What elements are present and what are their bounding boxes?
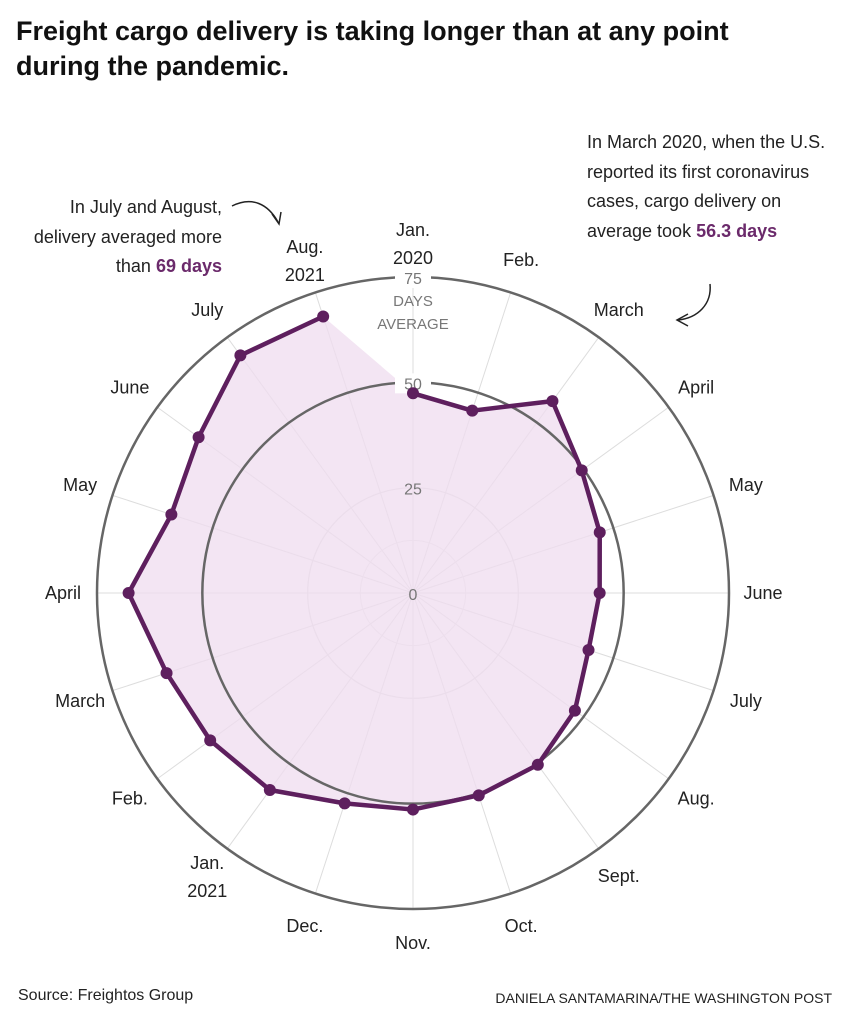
data-point [593, 587, 606, 599]
data-point [407, 803, 419, 816]
data-point [575, 464, 588, 477]
annotation-left: In July and August, delivery averaged mo… [12, 193, 222, 282]
annotation-left-highlight: 69 days [155, 256, 222, 276]
axis-label: DAYS [393, 293, 433, 310]
arrow-left [231, 201, 279, 223]
category-label: Jan. [396, 220, 430, 240]
category-label: July [191, 300, 223, 320]
annotation-right-highlight: 56.3 days [696, 220, 778, 241]
data-point [204, 734, 217, 747]
category-label: Aug. [286, 237, 323, 257]
data-point [568, 704, 581, 717]
data-point [192, 431, 205, 444]
annotation-right-text: In March 2020, when the U.S. reported it… [587, 132, 826, 241]
category-label: June [743, 583, 782, 603]
category-label: Feb. [112, 789, 148, 809]
arrowhead-icon [271, 211, 282, 226]
series-line [126, 314, 602, 812]
category-label: May [729, 475, 763, 495]
tick-label: 50 [404, 376, 422, 393]
data-point [593, 526, 606, 539]
category-label: 2020 [393, 248, 433, 268]
tick-label: 25 [404, 482, 422, 499]
credit: DANIELA SANTAMARINA/THE WASHINGTON POST [495, 990, 832, 1006]
data-point [472, 789, 485, 802]
category-label: May [63, 475, 97, 495]
category-label: June [110, 377, 149, 397]
data-point [317, 310, 330, 323]
category-label: Nov. [395, 933, 431, 953]
category-label: Oct. [505, 916, 538, 936]
data-point [466, 404, 479, 417]
source: Source: Freightos Group [18, 987, 194, 1004]
tick-label: 75 [404, 271, 422, 288]
category-label: March [55, 691, 105, 711]
chart-title: Freight cargo delivery is taking longer … [16, 16, 729, 81]
data-point [234, 349, 247, 362]
tick-bg [395, 268, 431, 288]
arrow-right [677, 283, 711, 321]
category-label: 2021 [187, 881, 227, 901]
category-label: April [45, 583, 81, 603]
data-point [407, 387, 419, 400]
area-fill [128, 316, 600, 810]
tick-bg [395, 373, 431, 394]
category-label: Dec. [286, 916, 323, 936]
axis-label: AVERAGE [377, 316, 448, 333]
tick-label: 0 [409, 587, 418, 604]
data-point [160, 667, 173, 680]
data-point [582, 644, 595, 657]
category-label: April [678, 377, 714, 397]
data-point [531, 758, 544, 771]
category-label: Feb. [503, 250, 539, 270]
category-label: March [594, 300, 644, 320]
data-point [122, 587, 135, 599]
data-point [165, 508, 178, 521]
category-label: Jan. [190, 853, 224, 873]
data-point [338, 797, 351, 810]
annotation-left-text: In July and August, delivery averaged mo… [33, 197, 222, 276]
category-label: Sept. [598, 866, 640, 886]
category-label: July [730, 691, 762, 711]
data-point [546, 395, 559, 408]
category-label: 2021 [285, 265, 325, 285]
arrowhead-icon [675, 313, 689, 327]
annotation-right: In March 2020, when the U.S. reported it… [587, 128, 837, 246]
category-label: Aug. [678, 789, 715, 809]
data-point [263, 784, 276, 797]
